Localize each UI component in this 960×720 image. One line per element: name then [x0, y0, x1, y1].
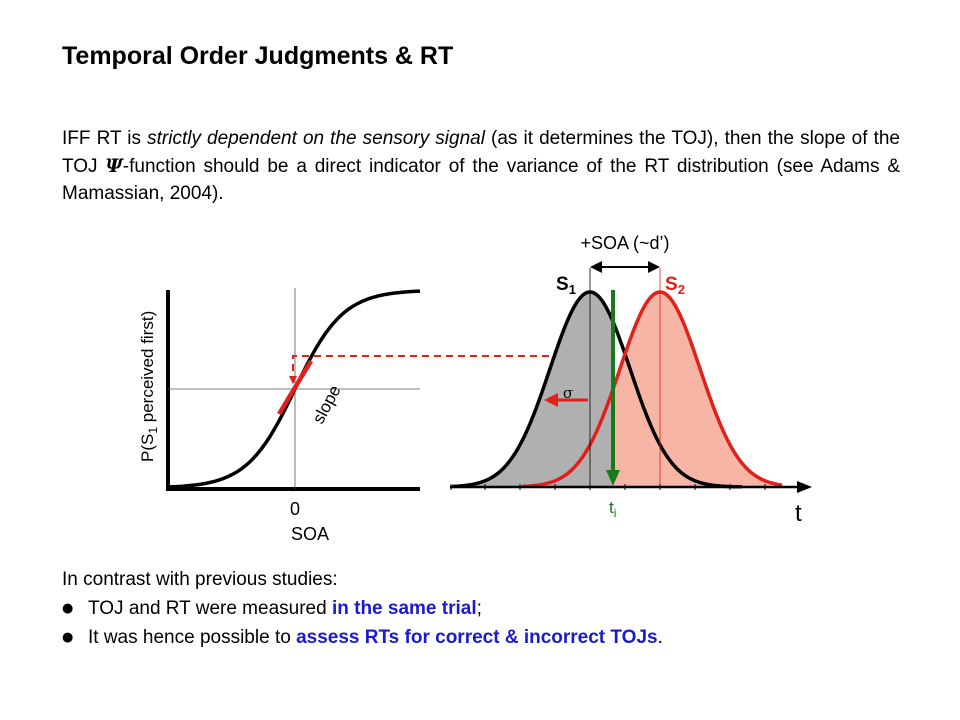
s1-label: S1: [556, 274, 576, 297]
ti-label-subscript: i: [614, 506, 617, 520]
bullet-icon: ●: [62, 601, 74, 616]
slope-segment: [277, 359, 313, 416]
s1-label-subscript: 1: [569, 282, 576, 297]
sigma-label: σ: [563, 384, 573, 402]
contrast-item-assess-rts: ● It was hence possible to assess RTs for…: [62, 623, 663, 652]
item1-highlight: in the same trial: [331, 598, 477, 619]
intro-text-1: IFF RT is: [62, 128, 148, 149]
soa-span-arrowhead-left: [590, 261, 602, 273]
item1-end: ;: [476, 598, 482, 619]
item2-end: .: [657, 627, 663, 648]
contrast-heading: In contrast with previous studies:: [62, 569, 338, 590]
s2-label: S2: [665, 274, 685, 297]
psychometric-panel: slope P(S1 perceived first) 0 SOA: [138, 288, 421, 544]
time-axis-arrowhead: [797, 481, 812, 493]
ti-marker-arrowhead: [606, 470, 620, 486]
time-axis-ticks: [450, 484, 766, 490]
slide-title: Temporal Order Judgments & RT: [62, 42, 454, 70]
contrast-list: ● TOJ and RT were measured in the same tr…: [62, 594, 663, 652]
item2-highlight: assess RTs for correct & incorrect TOJs: [296, 627, 658, 648]
time-axis-label: t: [795, 500, 802, 527]
s2-label-main: S: [665, 274, 678, 295]
intro-text-3: -function should be a direct indicator o…: [62, 155, 900, 205]
soa-span-arrowhead-right: [648, 261, 660, 273]
s1-label-main: S: [556, 274, 569, 295]
s2-distribution-curve: [521, 290, 783, 489]
s1-distribution-fill: [452, 292, 613, 487]
intro-emphasis: strictly dependent on the sensory signal: [147, 128, 485, 149]
item2-text: It was hence possible to: [88, 627, 297, 648]
sigma-arrowhead: [544, 393, 558, 407]
contrast-item-same-trial: ● TOJ and RT were measured in the same tr…: [62, 594, 663, 623]
distribution-panel: σ +SOA (~d’) S1 S2 ti t: [450, 233, 812, 527]
ti-label-main: t: [609, 498, 614, 517]
s1-distribution-curve: [451, 290, 743, 489]
psychometric-y-label: P(S1 perceived first): [138, 311, 160, 462]
y-label-subscript: 1: [146, 427, 160, 434]
item1-text: TOJ and RT were measured: [88, 598, 332, 619]
y-label-prefix: P(S: [138, 434, 157, 462]
s2-label-subscript: 2: [678, 282, 685, 297]
bullet-icon: ●: [62, 630, 74, 645]
contrast-section: In contrast with previous studies: ● TOJ …: [62, 565, 663, 652]
y-label-suffix: perceived first): [138, 311, 157, 427]
dashed-connector: [292, 355, 570, 383]
soa-axis-label: SOA: [291, 524, 329, 544]
ti-label: ti: [609, 498, 616, 520]
connector-arrowhead-left: [289, 376, 297, 384]
soa-span-label: +SOA (~d’): [580, 233, 669, 253]
psi-symbol: Ψ: [105, 154, 123, 177]
intro-text-2: (as it determines the TOJ), then the slo…: [62, 128, 900, 177]
intro-paragraph: IFF RT is strictly dependent on the sens…: [62, 125, 900, 208]
zero-tick-label: 0: [290, 499, 300, 519]
